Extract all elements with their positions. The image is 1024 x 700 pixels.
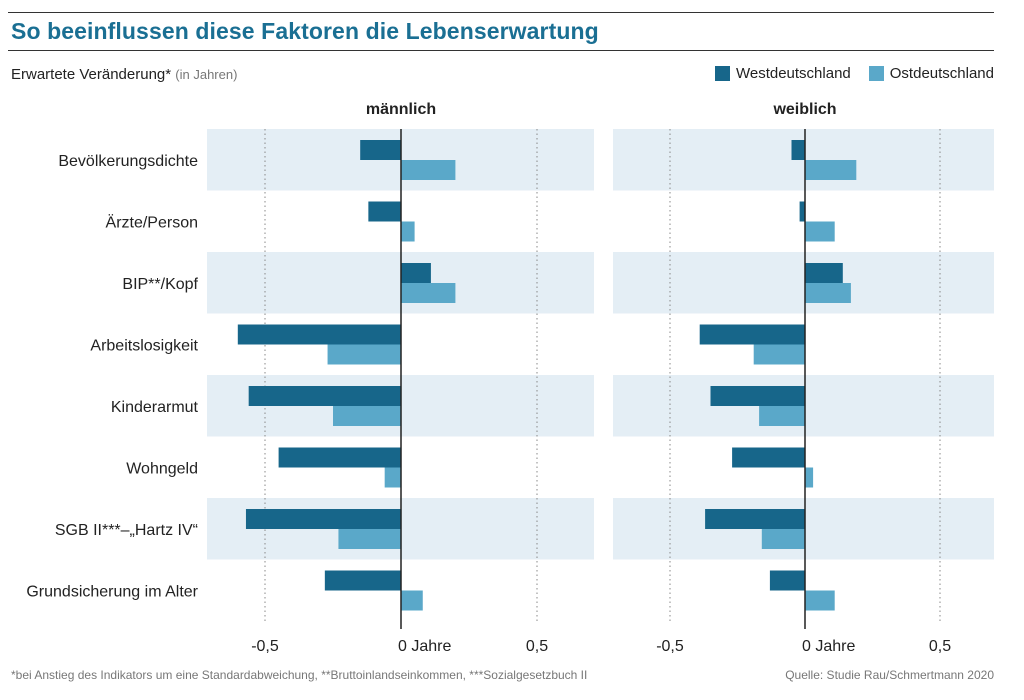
top-rule — [8, 12, 994, 13]
bar-west — [710, 386, 805, 406]
tick-label: 0 Jahre — [398, 638, 451, 655]
legend-label-west: Westdeutschland — [735, 65, 851, 82]
category-label: BIP**/Kopf — [122, 276, 198, 293]
category-label: Kinderarmut — [111, 399, 199, 416]
category-label: Ärzte/Person — [106, 213, 198, 231]
bar-west — [732, 447, 805, 468]
bar-west — [791, 140, 805, 160]
tick-label: -0,5 — [251, 638, 279, 655]
tick-label: -0,5 — [656, 638, 684, 655]
tick-label: 0,5 — [526, 638, 548, 655]
bar-ost — [401, 283, 456, 303]
bar-ost — [333, 406, 401, 426]
bar-west — [799, 201, 805, 222]
bar-ost — [805, 160, 857, 180]
legend-swatch-ost — [868, 66, 884, 81]
bar-ost — [759, 406, 805, 426]
category-label: SGB II***–„Hartz IV“ — [55, 522, 198, 539]
bar-ost — [327, 344, 401, 365]
subtitle-unit: (in Jahren) — [175, 67, 238, 82]
chart-title: So beeinflussen diese Faktoren die Leben… — [11, 18, 599, 44]
bar-west — [769, 570, 805, 591]
bar-ost — [401, 221, 415, 242]
tick-label: 0 Jahre — [802, 638, 855, 655]
panel-title: weiblich — [772, 101, 836, 118]
bar-ost — [805, 590, 835, 611]
bar-ost — [805, 221, 835, 242]
tick-label: 0,5 — [929, 638, 951, 655]
category-label: Bevölkerungsdichte — [58, 153, 198, 170]
panel-title: männlich — [366, 101, 436, 118]
bar-ost — [401, 160, 456, 180]
chart-subtitle: Erwartete Veränderung* (in Jahren) — [11, 66, 237, 83]
bar-west — [705, 509, 805, 529]
category-label: Grundsicherung im Alter — [26, 583, 198, 600]
bar-ost — [805, 283, 851, 303]
bar-west — [245, 509, 401, 529]
bar-ost — [753, 344, 805, 365]
source-note: Quelle: Studie Rau/Schmertmann 2020 — [785, 668, 994, 682]
legend-item-west: Westdeutschland — [714, 65, 851, 82]
row-band — [613, 252, 994, 314]
bar-west — [699, 324, 805, 345]
bar-ost — [401, 590, 423, 611]
title-rule — [8, 50, 994, 51]
bar-west — [401, 263, 431, 283]
bar-ost — [384, 467, 401, 488]
legend-item-ost: Ostdeutschland — [868, 65, 994, 82]
bar-ost — [761, 529, 805, 549]
legend-swatch-west — [714, 66, 730, 81]
bar-west — [237, 324, 401, 345]
bar-west — [278, 447, 401, 468]
bar-west — [324, 570, 401, 591]
footnote: *bei Anstieg des Indikators um eine Stan… — [11, 668, 588, 682]
bar-west — [368, 201, 401, 222]
bar-west — [805, 263, 843, 283]
bar-west — [360, 140, 401, 160]
bar-ost — [338, 529, 401, 549]
category-label: Arbeitslosigkeit — [90, 337, 198, 354]
legend-label-ost: Ostdeutschland — [889, 65, 994, 82]
category-label: Wohngeld — [126, 460, 198, 477]
bar-west — [248, 386, 401, 406]
legend: Westdeutschland Ostdeutschland — [705, 65, 994, 82]
bar-ost — [805, 467, 814, 488]
subtitle-text: Erwartete Veränderung* — [11, 66, 172, 83]
